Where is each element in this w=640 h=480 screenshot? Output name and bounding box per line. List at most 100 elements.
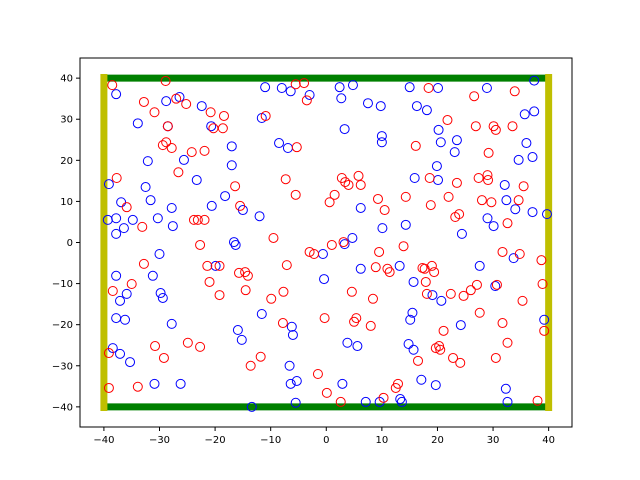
particle: [384, 267, 395, 278]
particle: [353, 170, 364, 181]
particle: [336, 93, 347, 104]
particle: [431, 161, 442, 172]
particle: [507, 121, 518, 132]
particle: [438, 325, 449, 336]
particle: [204, 276, 215, 287]
particle: [425, 200, 436, 211]
particle: [403, 338, 414, 349]
particle: [111, 89, 122, 100]
particle: [218, 110, 229, 121]
particle: [285, 86, 296, 97]
particle: [317, 249, 328, 260]
particle: [230, 181, 241, 192]
particle: [149, 107, 160, 118]
particle: [436, 295, 447, 306]
particle: [132, 381, 143, 392]
particle: [513, 195, 524, 206]
particle: [529, 75, 540, 86]
particle: [471, 279, 482, 290]
y-tick-label: 40: [60, 74, 73, 85]
particle: [376, 137, 387, 148]
particle: [362, 98, 373, 109]
particle: [527, 207, 538, 218]
particle: [158, 352, 169, 363]
particle: [470, 121, 481, 132]
particle: [206, 200, 217, 211]
y-tick-label: 0: [67, 238, 73, 249]
particle: [304, 89, 315, 100]
particle: [157, 292, 168, 303]
particle: [502, 396, 513, 407]
y-tick-label: 10: [60, 197, 73, 208]
particle: [246, 401, 257, 412]
particle: [427, 290, 438, 301]
particle: [430, 380, 441, 391]
particle: [536, 255, 547, 266]
y-tick-label: −30: [52, 361, 73, 372]
particle: [278, 286, 289, 297]
particle: [290, 189, 301, 200]
x-tick-label: 0: [323, 435, 329, 446]
particle: [321, 387, 332, 398]
particle: [140, 182, 151, 193]
particle: [355, 179, 366, 190]
particle: [260, 82, 271, 93]
particle: [240, 285, 251, 296]
particle: [365, 320, 376, 331]
particle: [175, 378, 186, 389]
particle: [214, 290, 225, 301]
particle: [118, 223, 129, 234]
particle: [111, 213, 122, 224]
particle: [149, 378, 160, 389]
particle: [335, 396, 346, 407]
particle: [392, 378, 403, 389]
particle: [107, 285, 118, 296]
particle: [161, 96, 172, 107]
particle: [433, 175, 444, 186]
particle: [202, 260, 213, 271]
particle: [226, 141, 237, 152]
particle: [374, 246, 385, 257]
particle: [120, 314, 131, 325]
particle: [513, 154, 524, 165]
x-tick-label: 40: [542, 435, 555, 446]
particle: [319, 313, 330, 324]
particle: [454, 209, 465, 220]
particle: [443, 191, 454, 202]
particle: [400, 191, 411, 202]
particle: [433, 124, 444, 135]
particle: [483, 147, 494, 158]
particle: [152, 213, 163, 224]
particle: [166, 142, 177, 153]
particle: [434, 341, 445, 352]
particle: [281, 260, 292, 271]
particle: [107, 80, 118, 91]
particle: [500, 383, 511, 394]
particle: [490, 281, 501, 292]
particle: [286, 321, 297, 332]
particle: [326, 239, 337, 250]
y-tick-label: −20: [52, 320, 73, 331]
particle: [347, 80, 358, 91]
particle: [396, 396, 407, 407]
particle: [256, 308, 267, 319]
particle: [276, 82, 287, 93]
particle: [285, 378, 296, 389]
particle: [442, 115, 453, 126]
particle: [497, 246, 508, 257]
particle: [405, 314, 416, 325]
particle: [502, 337, 513, 348]
particle: [142, 156, 153, 167]
particle: [541, 209, 552, 220]
particle: [529, 106, 540, 117]
particle: [532, 395, 543, 406]
particle: [408, 344, 419, 355]
particle: [375, 101, 386, 112]
particle: [410, 140, 421, 151]
particle: [111, 270, 122, 281]
particle: [482, 213, 493, 224]
particle: [347, 232, 358, 243]
particle: [379, 205, 390, 216]
particle: [508, 253, 519, 264]
particle: [376, 131, 387, 142]
